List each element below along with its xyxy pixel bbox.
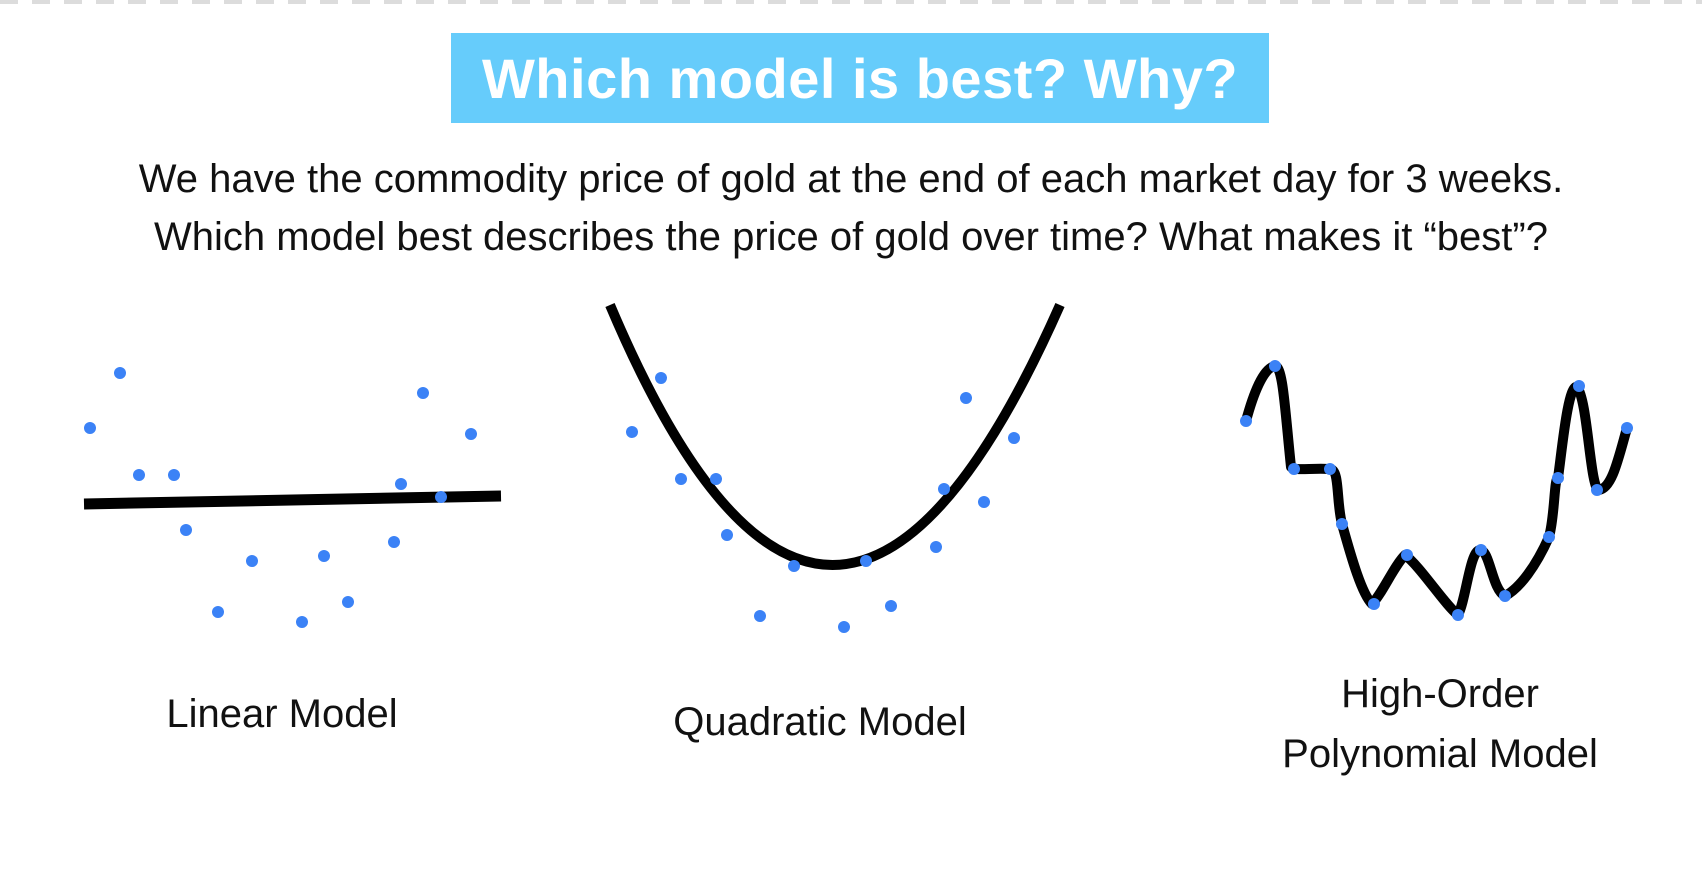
data-point	[388, 536, 400, 548]
data-point	[1591, 484, 1603, 496]
data-point	[1269, 360, 1281, 372]
data-point	[710, 473, 722, 485]
data-point	[626, 426, 638, 438]
data-point	[417, 387, 429, 399]
data-point	[1008, 432, 1020, 444]
data-point	[212, 606, 224, 618]
title-banner: Which model is best? Why?	[451, 33, 1269, 123]
data-point	[1324, 463, 1336, 475]
data-point	[1475, 544, 1487, 556]
data-point	[296, 616, 308, 628]
data-point	[860, 555, 872, 567]
data-point	[1621, 422, 1633, 434]
data-point	[885, 600, 897, 612]
polynomial-label-line-2: Polynomial Model	[1282, 732, 1598, 776]
data-point	[246, 555, 258, 567]
quadratic-model-label: Quadratic Model	[673, 700, 967, 744]
data-point	[838, 621, 850, 633]
data-point	[978, 496, 990, 508]
data-point	[655, 372, 667, 384]
polynomial-model-label: High-Order Polynomial Model	[1240, 664, 1640, 784]
data-point	[1368, 598, 1380, 610]
data-point	[1499, 590, 1511, 602]
data-point	[84, 422, 96, 434]
data-point	[133, 469, 145, 481]
question-line-1: We have the commodity price of gold at t…	[138, 157, 1564, 201]
data-point	[1336, 518, 1348, 530]
data-point	[930, 541, 942, 553]
data-point	[1240, 415, 1252, 427]
data-point	[1543, 531, 1555, 543]
data-point	[1452, 609, 1464, 621]
data-point	[318, 550, 330, 562]
data-point	[675, 473, 687, 485]
data-point	[788, 560, 800, 572]
data-point	[938, 483, 950, 495]
data-point	[721, 529, 733, 541]
data-point	[960, 392, 972, 404]
data-point	[1552, 472, 1564, 484]
polynomial-fit-curve	[1241, 361, 1632, 620]
question-line-2: Which model best describes the price of …	[154, 215, 1548, 259]
data-point	[1573, 380, 1585, 392]
data-point	[342, 596, 354, 608]
linear-model-plot	[83, 367, 502, 628]
linear-fit-line	[83, 490, 502, 510]
quadratic-fit-curve	[605, 302, 1065, 570]
data-point	[1401, 549, 1413, 561]
data-point	[168, 469, 180, 481]
quadratic-model-plot	[605, 302, 1065, 633]
data-point	[114, 367, 126, 379]
top-dashed-border	[0, 0, 1702, 4]
data-point	[1288, 463, 1300, 475]
question-text: We have the commodity price of gold at t…	[0, 150, 1702, 266]
polynomial-label-line-1: High-Order	[1341, 672, 1539, 716]
data-point	[180, 524, 192, 536]
data-point	[435, 491, 447, 503]
polynomial-model-plot	[1240, 360, 1633, 621]
page-title: Which model is best? Why?	[481, 46, 1239, 110]
data-point	[395, 478, 407, 490]
data-point	[465, 428, 477, 440]
data-point	[754, 610, 766, 622]
linear-model-label: Linear Model	[166, 692, 398, 736]
